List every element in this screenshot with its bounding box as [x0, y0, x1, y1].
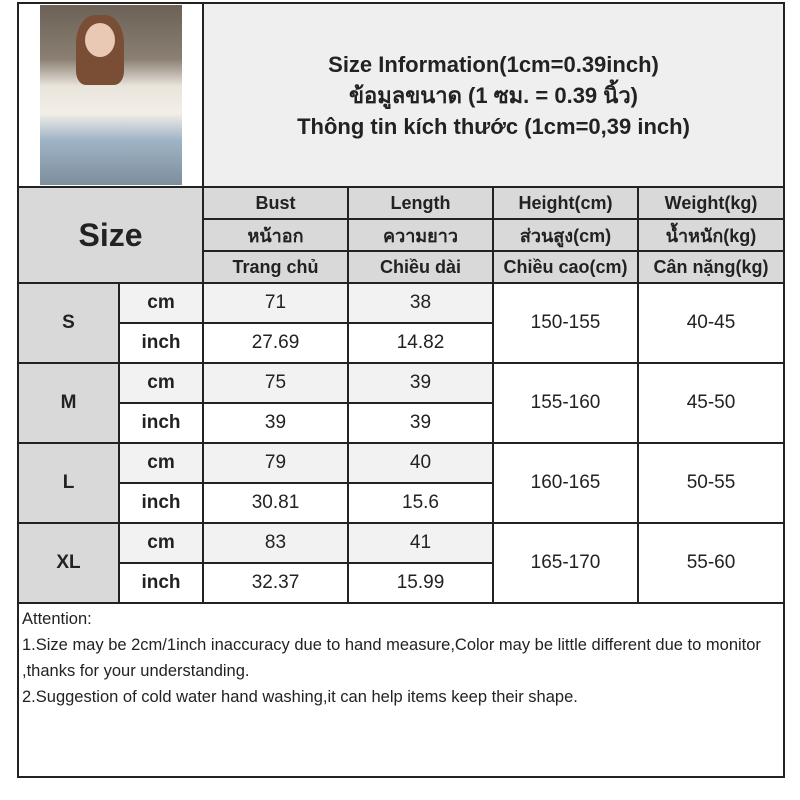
- title-cell: Size Information(1cm=0.39inch) ข้อมูลขนา…: [202, 2, 785, 188]
- unit-cm: cm: [118, 442, 204, 484]
- size-label: XL: [17, 522, 120, 604]
- length-cm: 39: [347, 362, 494, 404]
- bust-inch: 30.81: [202, 482, 349, 524]
- header-length-th: ความยาว: [347, 218, 494, 252]
- bust-inch: 27.69: [202, 322, 349, 364]
- size-label: S: [17, 282, 120, 364]
- unit-cm: cm: [118, 282, 204, 324]
- attention-notes: Attention: 1.Size may be 2cm/1inch inacc…: [17, 602, 785, 778]
- product-photo-cell: [17, 2, 204, 188]
- unit-inch: inch: [118, 322, 204, 364]
- product-photo: [39, 5, 182, 185]
- attention-note-1: 1.Size may be 2cm/1inch inaccuracy due t…: [22, 636, 761, 680]
- title-english: Size Information(1cm=0.39inch): [328, 51, 659, 77]
- header-height-th: ส่วนสูง(cm): [492, 218, 639, 252]
- bust-cm: 83: [202, 522, 349, 564]
- size-label: M: [17, 362, 120, 444]
- bust-cm: 79: [202, 442, 349, 484]
- header-height-vi: Chiều cao(cm): [492, 250, 639, 284]
- height-range: 160-165: [492, 442, 639, 524]
- bust-inch: 32.37: [202, 562, 349, 604]
- header-weight-vi: Cân nặng(kg): [637, 250, 785, 284]
- length-cm: 38: [347, 282, 494, 324]
- length-inch: 15.6: [347, 482, 494, 524]
- bust-cm: 71: [202, 282, 349, 324]
- size-header: Size: [17, 186, 204, 284]
- length-inch: 14.82: [347, 322, 494, 364]
- weight-range: 50-55: [637, 442, 785, 524]
- height-range: 155-160: [492, 362, 639, 444]
- weight-range: 40-45: [637, 282, 785, 364]
- title-vietnamese: Thông tin kích thước (1cm=0,39 inch): [297, 113, 690, 139]
- length-cm: 41: [347, 522, 494, 564]
- length-inch: 39: [347, 402, 494, 444]
- header-bust-en: Bust: [202, 186, 349, 220]
- size-label: L: [17, 442, 120, 524]
- title-thai: ข้อมูลขนาด (1 ซม. = 0.39 นิ้ว): [348, 82, 638, 108]
- unit-cm: cm: [118, 362, 204, 404]
- unit-inch: inch: [118, 482, 204, 524]
- height-range: 150-155: [492, 282, 639, 364]
- length-cm: 40: [347, 442, 494, 484]
- height-range: 165-170: [492, 522, 639, 604]
- header-length-en: Length: [347, 186, 494, 220]
- unit-inch: inch: [118, 562, 204, 604]
- attention-heading: Attention:: [22, 610, 92, 628]
- header-height-en: Height(cm): [492, 186, 639, 220]
- size-chart-table: Size Information(1cm=0.39inch) ข้อมูลขนา…: [17, 2, 785, 778]
- header-bust-th: หน้าอก: [202, 218, 349, 252]
- header-weight-en: Weight(kg): [637, 186, 785, 220]
- bust-cm: 75: [202, 362, 349, 404]
- unit-inch: inch: [118, 402, 204, 444]
- bust-inch: 39: [202, 402, 349, 444]
- unit-cm: cm: [118, 522, 204, 564]
- attention-note-2: 2.Suggestion of cold water hand washing,…: [22, 688, 578, 706]
- header-weight-th: น้ำหนัก(kg): [637, 218, 785, 252]
- weight-range: 45-50: [637, 362, 785, 444]
- header-bust-vi: Trang chủ: [202, 250, 349, 284]
- header-length-vi: Chiều dài: [347, 250, 494, 284]
- weight-range: 55-60: [637, 522, 785, 604]
- length-inch: 15.99: [347, 562, 494, 604]
